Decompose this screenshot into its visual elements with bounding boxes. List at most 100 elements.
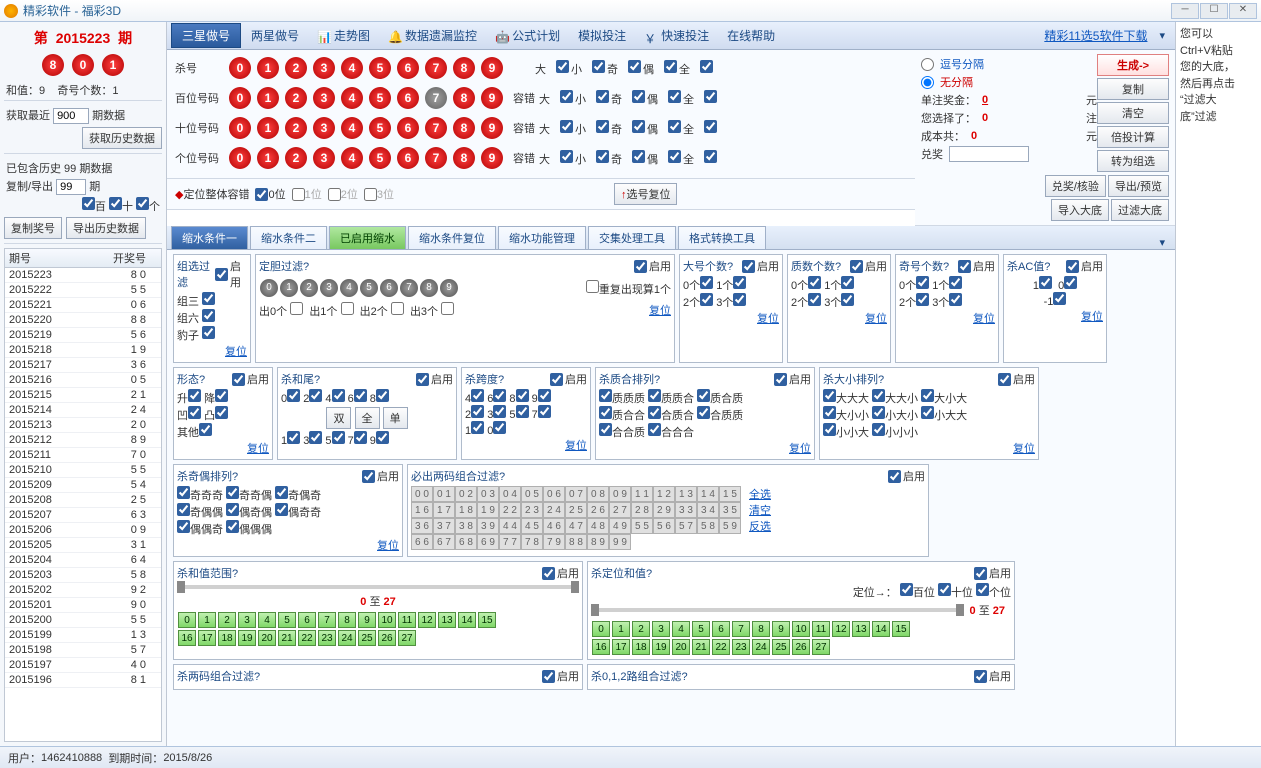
pair-09[interactable]: 0 9 <box>609 486 631 502</box>
pair-37[interactable]: 3 7 <box>433 518 455 534</box>
pair-07[interactable]: 0 7 <box>565 486 587 502</box>
pair-45[interactable]: 4 5 <box>521 518 543 534</box>
p11-enable[interactable] <box>998 373 1011 386</box>
p10-enable[interactable] <box>774 373 787 386</box>
sum-7[interactable]: 7 <box>732 621 750 637</box>
ding-2[interactable]: 2 <box>300 279 318 297</box>
p4-0[interactable] <box>808 276 821 289</box>
pair-08[interactable]: 0 8 <box>587 486 609 502</box>
subtab-5[interactable]: 缩水功能管理 <box>498 226 586 249</box>
p6-reset[interactable]: 复位 <box>1081 311 1103 323</box>
pair-24[interactable]: 2 4 <box>543 502 565 518</box>
p9-enable[interactable] <box>550 373 563 386</box>
arr-大小大[interactable] <box>921 389 934 402</box>
sum-17[interactable]: 17 <box>198 630 216 646</box>
ding-7[interactable]: 7 <box>400 279 418 297</box>
arr-大大大[interactable] <box>823 389 836 402</box>
table-row[interactable]: 20152029 2 <box>5 583 161 598</box>
p1c-chk[interactable] <box>202 326 215 339</box>
tail-8[interactable] <box>376 389 389 402</box>
opt-全[interactable] <box>704 90 717 103</box>
p12-reset[interactable]: 复位 <box>377 540 399 552</box>
table-row[interactable]: 20152005 5 <box>5 613 161 628</box>
span-5[interactable] <box>516 405 529 418</box>
num-7[interactable]: 7 <box>425 147 447 169</box>
subtab-4[interactable]: 缩水条件复位 <box>408 226 496 249</box>
max-button[interactable]: ☐ <box>1200 3 1228 19</box>
p15-shi[interactable] <box>938 583 951 596</box>
pair-19[interactable]: 1 9 <box>477 502 499 518</box>
p13-clear[interactable]: 清空 <box>749 505 771 517</box>
table-row[interactable]: 20152076 3 <box>5 508 161 523</box>
sum-25[interactable]: 25 <box>772 639 790 655</box>
opt-奇[interactable] <box>632 90 645 103</box>
export-history-button[interactable]: 导出历史数据 <box>66 217 146 239</box>
num-5[interactable]: 5 <box>369 57 391 79</box>
tab-quickbet[interactable]: ￥快速投注 <box>636 24 717 47</box>
pair-79[interactable]: 7 9 <box>543 534 565 550</box>
num-4[interactable]: 4 <box>341 87 363 109</box>
p3-reset[interactable]: 复位 <box>757 313 779 325</box>
ding-4[interactable]: 4 <box>340 279 358 297</box>
table-row[interactable]: 20152060 9 <box>5 523 161 538</box>
p4-2[interactable] <box>808 293 821 306</box>
pair-59[interactable]: 5 9 <box>719 518 741 534</box>
p3-3[interactable] <box>733 293 746 306</box>
sum-27[interactable]: 27 <box>398 630 416 646</box>
arr-奇奇偶[interactable] <box>226 486 239 499</box>
table-row[interactable]: 20152208 8 <box>5 313 161 328</box>
p2o3-chk[interactable] <box>441 302 454 315</box>
table-row[interactable]: 20152095 4 <box>5 478 161 493</box>
ding-1[interactable]: 1 <box>280 279 298 297</box>
num-9[interactable]: 9 <box>481 57 503 79</box>
arr-质合合[interactable] <box>599 406 612 419</box>
arr-奇奇奇[interactable] <box>177 486 190 499</box>
p2-dup[interactable] <box>586 280 599 293</box>
p14-enable[interactable] <box>542 567 555 580</box>
num-0[interactable]: 0 <box>229 117 251 139</box>
sum-22[interactable]: 22 <box>712 639 730 655</box>
pair-22[interactable]: 2 2 <box>499 502 521 518</box>
ding-5[interactable]: 5 <box>360 279 378 297</box>
chk-shi[interactable] <box>109 197 122 210</box>
table-row[interactable]: 20152082 5 <box>5 493 161 508</box>
pair-05[interactable]: 0 5 <box>521 486 543 502</box>
copy-draw-button[interactable]: 复制奖号 <box>4 217 62 239</box>
num-8[interactable]: 8 <box>453 117 475 139</box>
num-2[interactable]: 2 <box>285 87 307 109</box>
tab-3star[interactable]: 三星做号 <box>171 23 241 48</box>
sum-21[interactable]: 21 <box>278 630 296 646</box>
sum-2[interactable]: 2 <box>632 621 650 637</box>
p1-enable[interactable] <box>215 268 228 281</box>
pair-46[interactable]: 4 6 <box>543 518 565 534</box>
multbet-button[interactable]: 倍投计算 <box>1097 126 1169 148</box>
reset-selection-button[interactable]: ↑选号复位 <box>614 183 678 205</box>
num-8[interactable]: 8 <box>453 147 475 169</box>
subtab-1[interactable]: 缩水条件一 <box>171 226 248 249</box>
pair-34[interactable]: 3 4 <box>697 502 719 518</box>
tail-5[interactable] <box>332 431 345 444</box>
pair-02[interactable]: 0 2 <box>455 486 477 502</box>
subtab-3[interactable]: 已启用缩水 <box>329 226 406 249</box>
pair-18[interactable]: 1 8 <box>455 502 477 518</box>
tail-6[interactable] <box>354 389 367 402</box>
num-8[interactable]: 8 <box>453 87 475 109</box>
num-3[interactable]: 3 <box>313 117 335 139</box>
sum-18[interactable]: 18 <box>632 639 650 655</box>
tab-miss[interactable]: 🔔数据遗漏监控 <box>380 24 485 47</box>
fetch-history-button[interactable]: 获取历史数据 <box>82 127 162 149</box>
p4-reset[interactable]: 复位 <box>865 313 887 325</box>
p2-reset[interactable]: 复位 <box>649 302 671 318</box>
arr-偶偶偶[interactable] <box>226 520 239 533</box>
num-6[interactable]: 6 <box>397 147 419 169</box>
p9-reset[interactable]: 复位 <box>565 440 587 452</box>
p2-enable[interactable] <box>634 260 647 273</box>
arr-小大小[interactable] <box>872 406 885 419</box>
opt-偶[interactable] <box>668 90 681 103</box>
subtabs-chevron-icon[interactable]: ▾ <box>1159 236 1165 249</box>
sum-10[interactable]: 10 <box>378 612 396 628</box>
opt-奇[interactable] <box>628 60 641 73</box>
p15-bai[interactable] <box>900 583 913 596</box>
pair-78[interactable]: 7 8 <box>521 534 543 550</box>
p1-reset[interactable]: 复位 <box>225 346 247 358</box>
